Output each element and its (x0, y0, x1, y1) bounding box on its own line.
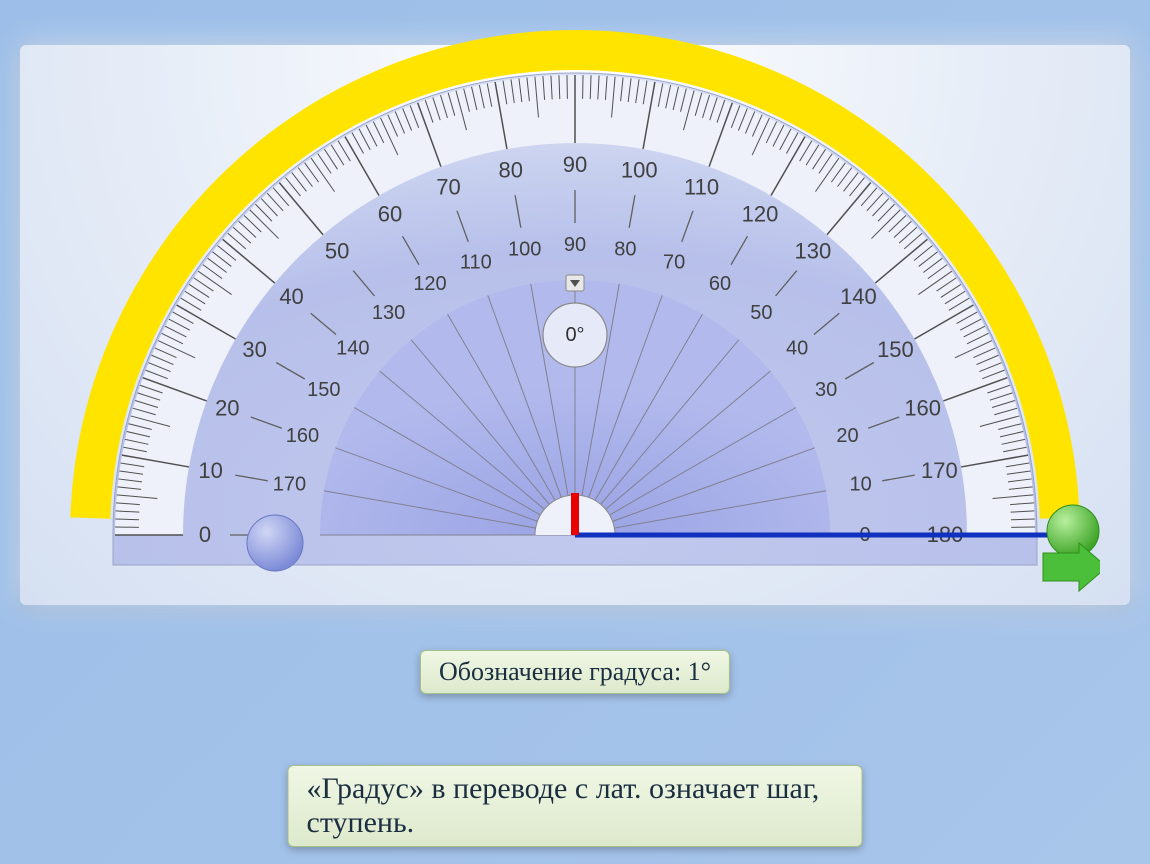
svg-text:0: 0 (199, 522, 211, 547)
svg-text:140: 140 (336, 338, 369, 360)
svg-text:130: 130 (372, 302, 405, 324)
svg-text:150: 150 (307, 379, 340, 401)
svg-text:40: 40 (786, 338, 808, 360)
svg-text:130: 130 (794, 239, 831, 264)
svg-text:20: 20 (215, 395, 239, 420)
right-handle[interactable] (1047, 505, 1099, 557)
svg-text:120: 120 (413, 273, 446, 295)
svg-text:80: 80 (614, 238, 636, 260)
svg-text:160: 160 (286, 425, 319, 447)
svg-text:170: 170 (921, 458, 958, 483)
etymology-caption: «Градус» в переводе с лат. означает шаг,… (288, 765, 863, 847)
svg-text:90: 90 (563, 152, 587, 177)
center-red-mark (571, 493, 579, 535)
notation-caption: Обозначение градуса: 1° (420, 650, 730, 694)
svg-text:70: 70 (436, 174, 460, 199)
zero-label: 0° (565, 324, 584, 346)
svg-text:50: 50 (325, 239, 349, 264)
svg-text:20: 20 (836, 425, 858, 447)
svg-text:80: 80 (499, 158, 523, 183)
protractor-diagram: 0102030405060708090100110120130140150160… (50, 25, 1100, 605)
svg-text:10: 10 (849, 474, 871, 496)
svg-text:50: 50 (750, 302, 772, 324)
svg-text:140: 140 (840, 284, 877, 309)
svg-text:160: 160 (904, 395, 941, 420)
svg-text:120: 120 (742, 202, 779, 227)
svg-text:60: 60 (709, 273, 731, 295)
svg-text:170: 170 (273, 474, 306, 496)
svg-text:70: 70 (663, 251, 685, 273)
svg-text:100: 100 (621, 158, 658, 183)
svg-text:30: 30 (242, 337, 266, 362)
svg-text:60: 60 (378, 202, 402, 227)
notation-text: Обозначение градуса: 1° (439, 657, 711, 686)
svg-text:90: 90 (564, 234, 586, 256)
etymology-text: «Градус» в переводе с лат. означает шаг,… (307, 772, 820, 839)
svg-text:150: 150 (877, 337, 914, 362)
left-ball (247, 515, 303, 571)
dropdown-icon[interactable] (566, 275, 584, 291)
svg-text:100: 100 (508, 238, 541, 260)
svg-text:10: 10 (198, 458, 222, 483)
svg-text:110: 110 (460, 251, 492, 273)
svg-text:40: 40 (279, 284, 303, 309)
svg-text:30: 30 (815, 379, 837, 401)
svg-text:110: 110 (684, 174, 719, 199)
